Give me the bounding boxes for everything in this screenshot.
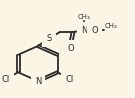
Text: CH₃: CH₃ (78, 14, 90, 20)
Text: O: O (92, 26, 98, 35)
Text: N: N (35, 77, 41, 86)
Text: Cl: Cl (2, 75, 10, 84)
Text: S: S (46, 34, 52, 43)
Text: O: O (68, 44, 74, 53)
Text: Cl: Cl (66, 75, 74, 84)
Text: N: N (81, 26, 87, 35)
Text: CH₃: CH₃ (104, 23, 117, 29)
